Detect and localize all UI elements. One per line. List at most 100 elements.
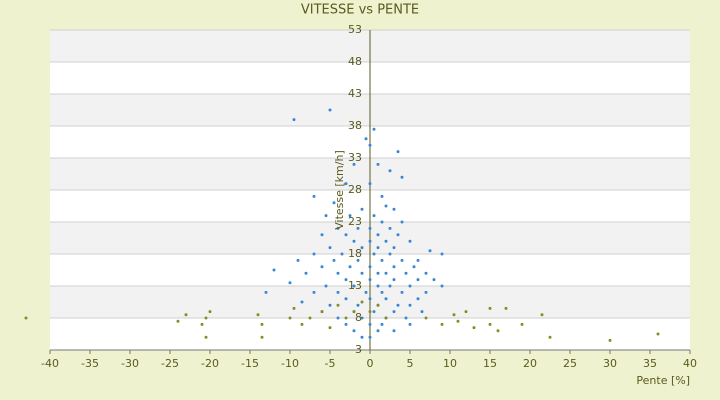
x-tick-label: 15 (483, 357, 497, 370)
x-tick-label: 0 (367, 357, 374, 370)
point (380, 322, 384, 326)
point (456, 319, 460, 323)
x-tick-label: 35 (643, 357, 657, 370)
point (428, 249, 432, 253)
point (380, 220, 384, 224)
point (336, 226, 340, 230)
point (384, 271, 388, 275)
x-tick-label: 20 (523, 357, 537, 370)
point (376, 246, 380, 250)
x-tick-label: -15 (241, 357, 259, 370)
point (356, 258, 360, 262)
point (404, 316, 408, 320)
point (504, 306, 508, 310)
point (392, 278, 396, 282)
x-tick-label: -20 (201, 357, 219, 370)
point (368, 297, 372, 301)
point (372, 127, 376, 131)
point (324, 284, 328, 288)
point (320, 265, 324, 269)
point (256, 313, 260, 317)
point (368, 322, 372, 326)
point (292, 118, 296, 122)
point (388, 169, 392, 173)
point (324, 214, 328, 218)
point (384, 297, 388, 301)
point (320, 310, 324, 314)
point (344, 233, 348, 237)
point (472, 326, 476, 330)
point (384, 239, 388, 243)
point (344, 182, 348, 186)
x-tick-label: 40 (683, 357, 697, 370)
point (372, 214, 376, 218)
point (184, 313, 188, 317)
point (356, 303, 360, 307)
point (464, 310, 468, 314)
point (432, 278, 436, 282)
point (288, 281, 292, 285)
x-tick-label: 25 (563, 357, 577, 370)
point (384, 316, 388, 320)
point (368, 335, 372, 339)
y-tick-label: 23 (348, 215, 362, 228)
point (376, 271, 380, 275)
point (440, 284, 444, 288)
point (400, 175, 404, 179)
point (332, 201, 336, 205)
point (416, 297, 420, 301)
point (336, 316, 340, 320)
point (208, 310, 212, 314)
point (440, 252, 444, 256)
x-tick-label: 10 (443, 357, 457, 370)
point (348, 265, 352, 269)
point (272, 268, 276, 272)
point (392, 246, 396, 250)
x-tick-label: 5 (407, 357, 414, 370)
point (312, 290, 316, 294)
point (392, 265, 396, 269)
x-tick-label: -30 (121, 357, 139, 370)
point (540, 313, 544, 317)
point (368, 278, 372, 282)
point (368, 310, 372, 314)
point (452, 313, 456, 317)
point (204, 335, 208, 339)
point (388, 226, 392, 230)
point (360, 207, 364, 211)
point (392, 310, 396, 314)
point (380, 290, 384, 294)
point (376, 162, 380, 166)
point (328, 326, 332, 330)
point (304, 271, 308, 275)
x-tick-label: -5 (325, 357, 336, 370)
point (384, 204, 388, 208)
point (24, 316, 28, 320)
point (368, 226, 372, 230)
y-tick-label: 38 (348, 119, 362, 132)
point (260, 322, 264, 326)
point (408, 239, 412, 243)
y-tick-label: 3 (355, 343, 362, 356)
point (396, 303, 400, 307)
point (352, 310, 356, 314)
point (380, 258, 384, 262)
point (344, 297, 348, 301)
point (488, 322, 492, 326)
y-tick-label: 13 (348, 279, 362, 292)
point (372, 252, 376, 256)
point (424, 271, 428, 275)
point (312, 194, 316, 198)
y-tick-label: 43 (348, 87, 362, 100)
point (416, 258, 420, 262)
point (300, 322, 304, 326)
point (364, 137, 368, 141)
y-tick-label: 53 (348, 23, 362, 36)
point (488, 306, 492, 310)
y-tick-label: 48 (348, 55, 362, 68)
point (408, 284, 412, 288)
point (344, 322, 348, 326)
point (336, 290, 340, 294)
y-tick-label: 18 (348, 247, 362, 260)
point (264, 290, 268, 294)
